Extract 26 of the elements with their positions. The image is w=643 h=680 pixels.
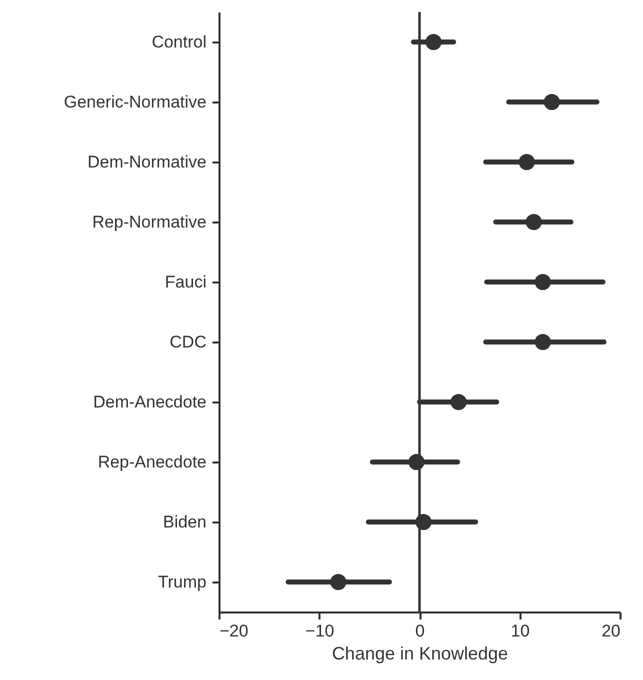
point: [526, 214, 542, 230]
y-tick-label: Dem-Normative: [87, 152, 206, 172]
x-axis-title: Change in Knowledge: [332, 644, 508, 664]
point: [544, 94, 560, 110]
y-tick-label: Generic-Normative: [64, 92, 206, 112]
point: [408, 454, 425, 470]
y-tick-label: Rep-Anecdote: [98, 452, 206, 472]
x-tick-label: 0: [415, 622, 425, 640]
x-tick-label: 20: [602, 622, 620, 640]
x-tick-label: −20: [220, 622, 248, 640]
y-tick-label: Biden: [163, 512, 206, 532]
y-tick-label: Trump: [158, 572, 206, 592]
point: [330, 574, 346, 590]
point: [534, 334, 551, 350]
y-tick-label: CDC: [170, 332, 206, 352]
point: [415, 514, 432, 530]
y-tick-label: Dem-Anecdote: [93, 392, 206, 412]
point: [450, 394, 467, 410]
x-tick-label: 10: [510, 622, 530, 640]
point: [518, 154, 535, 170]
y-tick-label: Control: [152, 32, 206, 52]
y-tick-label: Fauci: [164, 272, 206, 292]
point: [534, 274, 551, 290]
point: [425, 34, 442, 50]
x-tick-label: −10: [305, 622, 334, 640]
y-tick-label: Rep-Normative: [92, 212, 206, 232]
